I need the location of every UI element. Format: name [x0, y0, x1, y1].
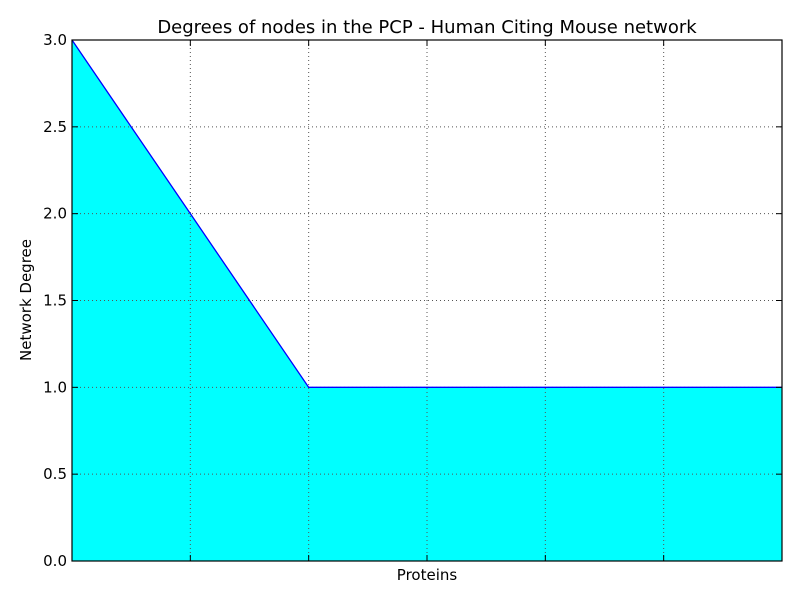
y-tick-label-6: 3.0 — [43, 31, 67, 49]
y-tick-label-1: 0.5 — [43, 465, 67, 483]
y-axis-label: Network Degree — [17, 239, 35, 361]
y-tick-label-4: 2.0 — [43, 205, 67, 223]
chart-title: Degrees of nodes in the PCP - Human Citi… — [157, 17, 697, 38]
y-tick-label-5: 2.5 — [43, 118, 67, 136]
y-tick-label-3: 1.5 — [43, 292, 67, 310]
y-tick-label-0: 0.0 — [43, 552, 67, 570]
x-axis-label: Proteins — [397, 566, 458, 584]
y-tick-label-2: 1.0 — [43, 378, 67, 396]
